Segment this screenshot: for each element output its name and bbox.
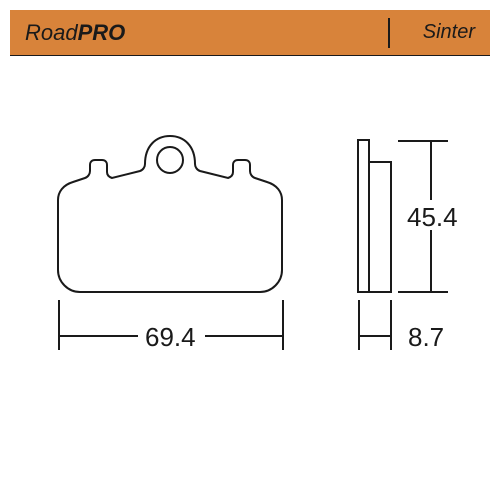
header-bar: RoadPRO Sinter — [10, 10, 490, 55]
brand-suffix: PRO — [78, 20, 126, 45]
dim-height-label: 45.4 — [407, 202, 458, 233]
dim-width-label: 69.4 — [145, 322, 196, 353]
dim-width-line-right — [205, 335, 283, 337]
brand-name: RoadPRO — [25, 20, 125, 46]
dim-height-cap-top — [398, 140, 448, 142]
dim-width-cap-left — [58, 300, 60, 350]
dim-thick-label: 8.7 — [408, 322, 444, 353]
brake-pad-front-view — [40, 130, 300, 310]
header-divider — [388, 18, 390, 48]
dim-width-line-left — [58, 335, 138, 337]
variant-label: Sinter — [423, 21, 475, 44]
brand-prefix: Road — [25, 20, 78, 45]
header-underline — [10, 55, 490, 56]
diagram-area: 69.4 45.4 8.7 — [0, 90, 500, 490]
dim-height-line-bottom — [430, 230, 432, 292]
dim-width-cap-right — [282, 300, 284, 350]
dim-height-cap-bottom — [398, 291, 448, 293]
dim-thick-cap-left — [358, 300, 360, 350]
dim-height-line-top — [430, 140, 432, 200]
dim-thick-line — [358, 335, 392, 337]
brake-pad-side-view — [350, 130, 400, 310]
dim-thick-cap-right — [390, 300, 392, 350]
